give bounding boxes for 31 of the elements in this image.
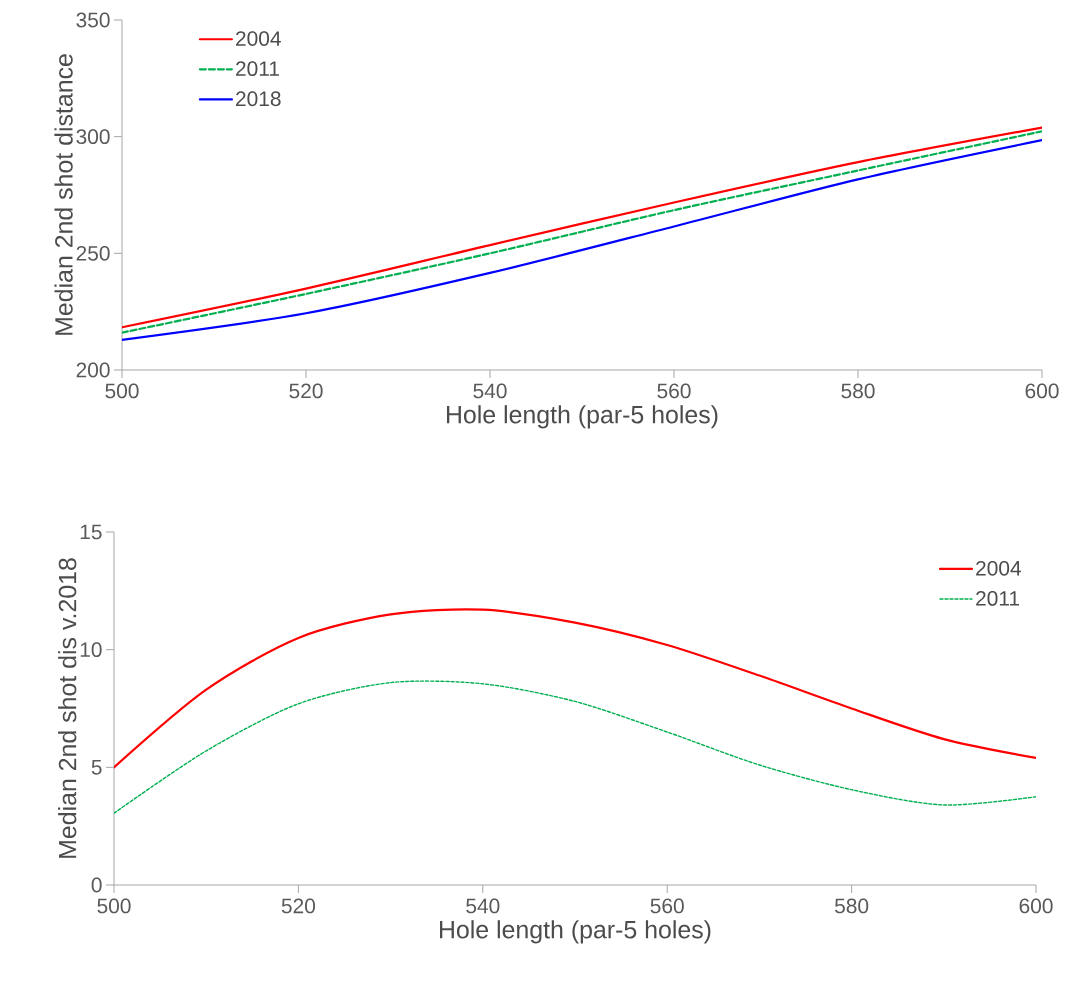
y-tick-label: 10 [80, 642, 102, 658]
line-series [114, 608, 1037, 769]
x-tick-label: 580 [841, 383, 875, 399]
y-tick-label: 15 [80, 524, 102, 540]
x-tick-label: 580 [835, 898, 869, 914]
y-tick-label: 250 [76, 245, 110, 261]
x-tick-label: 500 [97, 898, 131, 914]
legend-label: 2004 [976, 560, 1021, 576]
x-axis-title: Hole length (par-5 holes) [439, 920, 711, 944]
x-tick-label: 540 [473, 383, 507, 399]
x-tick-label: 520 [289, 383, 323, 399]
y-tick-label: 200 [76, 362, 110, 378]
x-tick-label: 600 [1025, 383, 1059, 399]
x-tick-label: 540 [466, 898, 500, 914]
y-tick-label: 350 [76, 12, 110, 28]
x-axis-title: Hole length (par-5 holes) [446, 405, 718, 429]
y-tick-label: 0 [91, 877, 102, 893]
y-axis-title: Median 2nd shot distance [54, 54, 73, 335]
legend-label: 2011 [236, 61, 279, 77]
x-tick-label: 560 [650, 898, 684, 914]
legend-label: 2011 [976, 590, 1020, 606]
x-tick-label: 560 [657, 383, 691, 399]
x-tick-label: 500 [105, 383, 139, 399]
line-series [114, 680, 1037, 814]
y-tick-label: 300 [76, 129, 110, 145]
legend-label: 2018 [236, 91, 281, 107]
x-tick-label: 520 [281, 898, 316, 914]
y-axis-title: Median 2nd shot dis v.2018 [58, 558, 77, 858]
y-tick-label: 5 [91, 760, 102, 775]
x-tick-label: 600 [1019, 898, 1053, 914]
legend-label: 2004 [236, 31, 281, 46]
